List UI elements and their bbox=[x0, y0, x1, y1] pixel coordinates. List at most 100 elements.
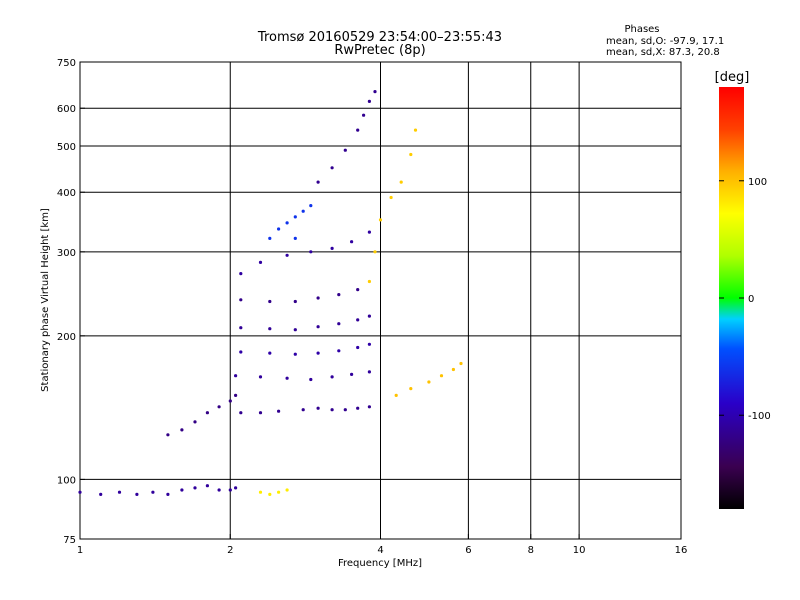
x-tick-label: 4 bbox=[377, 545, 383, 556]
echo-point bbox=[316, 180, 320, 184]
echo-point bbox=[316, 296, 320, 300]
echo-point bbox=[350, 240, 354, 244]
echo-point bbox=[99, 492, 103, 496]
chart-subtitle: RwPretec (8p) bbox=[334, 43, 425, 58]
echo-point bbox=[228, 399, 232, 403]
echo-point bbox=[330, 246, 334, 250]
echo-point bbox=[316, 351, 320, 355]
echo-point bbox=[268, 492, 272, 496]
echo-point bbox=[373, 250, 377, 254]
y-tick-label: 400 bbox=[57, 188, 76, 199]
echo-point bbox=[301, 408, 305, 412]
echo-point bbox=[330, 166, 334, 170]
echo-point bbox=[285, 221, 289, 225]
echo-point bbox=[268, 236, 272, 240]
y-tick-label: 500 bbox=[57, 142, 76, 153]
echo-point bbox=[277, 409, 281, 413]
echo-point bbox=[367, 279, 371, 284]
phase-stats-x: mean, sd,X: 87.3, 20.8 bbox=[606, 47, 720, 58]
echo-point bbox=[439, 374, 444, 378]
y-tick-label: 750 bbox=[57, 58, 76, 69]
echo-point bbox=[258, 411, 263, 415]
x-tick-label: 8 bbox=[528, 545, 534, 556]
echo-point bbox=[367, 314, 371, 318]
echo-point bbox=[316, 325, 320, 329]
echo-point bbox=[413, 128, 418, 132]
echo-point bbox=[234, 393, 238, 397]
echo-point bbox=[301, 209, 305, 213]
echo-point bbox=[239, 298, 243, 302]
echo-point bbox=[293, 352, 297, 356]
y-tick-label: 600 bbox=[57, 104, 76, 115]
echo-point bbox=[258, 260, 263, 264]
echo-point bbox=[78, 490, 82, 494]
echo-point bbox=[205, 411, 209, 415]
echo-point bbox=[180, 488, 184, 492]
echo-point bbox=[285, 488, 289, 492]
phase-stats-o: mean, sd,O: -97.9, 17.1 bbox=[606, 36, 724, 47]
echo-point bbox=[293, 236, 297, 240]
x-tick-label: 10 bbox=[573, 545, 586, 556]
echo-point bbox=[350, 372, 354, 376]
echo-point bbox=[239, 272, 243, 276]
echo-point bbox=[427, 380, 431, 384]
echo-point bbox=[205, 484, 209, 488]
colorbar-label: [deg] bbox=[715, 70, 750, 85]
echo-point bbox=[378, 218, 383, 222]
echo-point bbox=[367, 230, 371, 234]
phase-header: Phases bbox=[624, 24, 659, 35]
echo-point bbox=[193, 420, 197, 424]
echo-point bbox=[239, 350, 243, 354]
echo-point bbox=[330, 408, 334, 412]
echo-point bbox=[151, 490, 155, 494]
x-axis-label: Frequency [MHz] bbox=[338, 558, 422, 569]
y-tick-label: 75 bbox=[63, 535, 76, 546]
echo-point bbox=[228, 488, 232, 492]
chart-title: Tromsø 20160529 23:54:00–23:55:43 bbox=[257, 30, 502, 45]
echo-point bbox=[394, 393, 398, 397]
echo-point bbox=[409, 152, 413, 157]
echo-point bbox=[367, 405, 371, 409]
echo-point bbox=[166, 433, 170, 437]
y-axis-label: Stationary phase Virtual Height [km] bbox=[40, 208, 51, 392]
x-tick-label: 6 bbox=[465, 545, 471, 556]
x-tick-label: 16 bbox=[675, 545, 688, 556]
echo-point bbox=[309, 377, 313, 382]
echo-point bbox=[135, 492, 139, 496]
echo-point bbox=[373, 90, 377, 94]
y-tick-label: 300 bbox=[57, 248, 76, 259]
echo-point bbox=[343, 148, 347, 152]
echo-point bbox=[268, 327, 272, 331]
echo-point bbox=[217, 405, 221, 409]
echo-point bbox=[367, 342, 371, 346]
x-tick-label: 1 bbox=[77, 545, 83, 556]
echo-point bbox=[389, 195, 393, 200]
echo-point bbox=[356, 406, 360, 410]
colorbar-ticks: 100 0 -100 bbox=[719, 177, 771, 422]
echo-point bbox=[268, 351, 272, 355]
echo-point bbox=[293, 299, 297, 304]
x-tick-label: 2 bbox=[227, 545, 233, 556]
echo-point bbox=[180, 428, 184, 432]
echo-point bbox=[309, 204, 313, 208]
echo-point bbox=[367, 370, 371, 374]
echo-point bbox=[356, 318, 360, 322]
echo-point bbox=[459, 361, 463, 366]
y-tick-label: 200 bbox=[57, 332, 76, 343]
colorbar-tick-label: 0 bbox=[748, 294, 754, 305]
echo-point bbox=[258, 490, 263, 494]
y-tick-label: 100 bbox=[57, 475, 76, 486]
echo-point bbox=[239, 326, 243, 330]
tick-labels: 1 2 4 6 8 10 16 75 100 200 300 400 500 600 750 bbox=[57, 58, 687, 556]
echo-point bbox=[277, 490, 281, 494]
echo-point bbox=[293, 215, 297, 219]
echo-point bbox=[239, 411, 243, 415]
echo-point bbox=[309, 250, 313, 254]
echo-point bbox=[330, 375, 334, 379]
echo-point bbox=[277, 227, 281, 231]
colorbar-tick-label: -100 bbox=[748, 411, 771, 422]
echo-point bbox=[293, 328, 297, 332]
echo-point bbox=[356, 128, 360, 132]
echo-point bbox=[356, 345, 360, 350]
